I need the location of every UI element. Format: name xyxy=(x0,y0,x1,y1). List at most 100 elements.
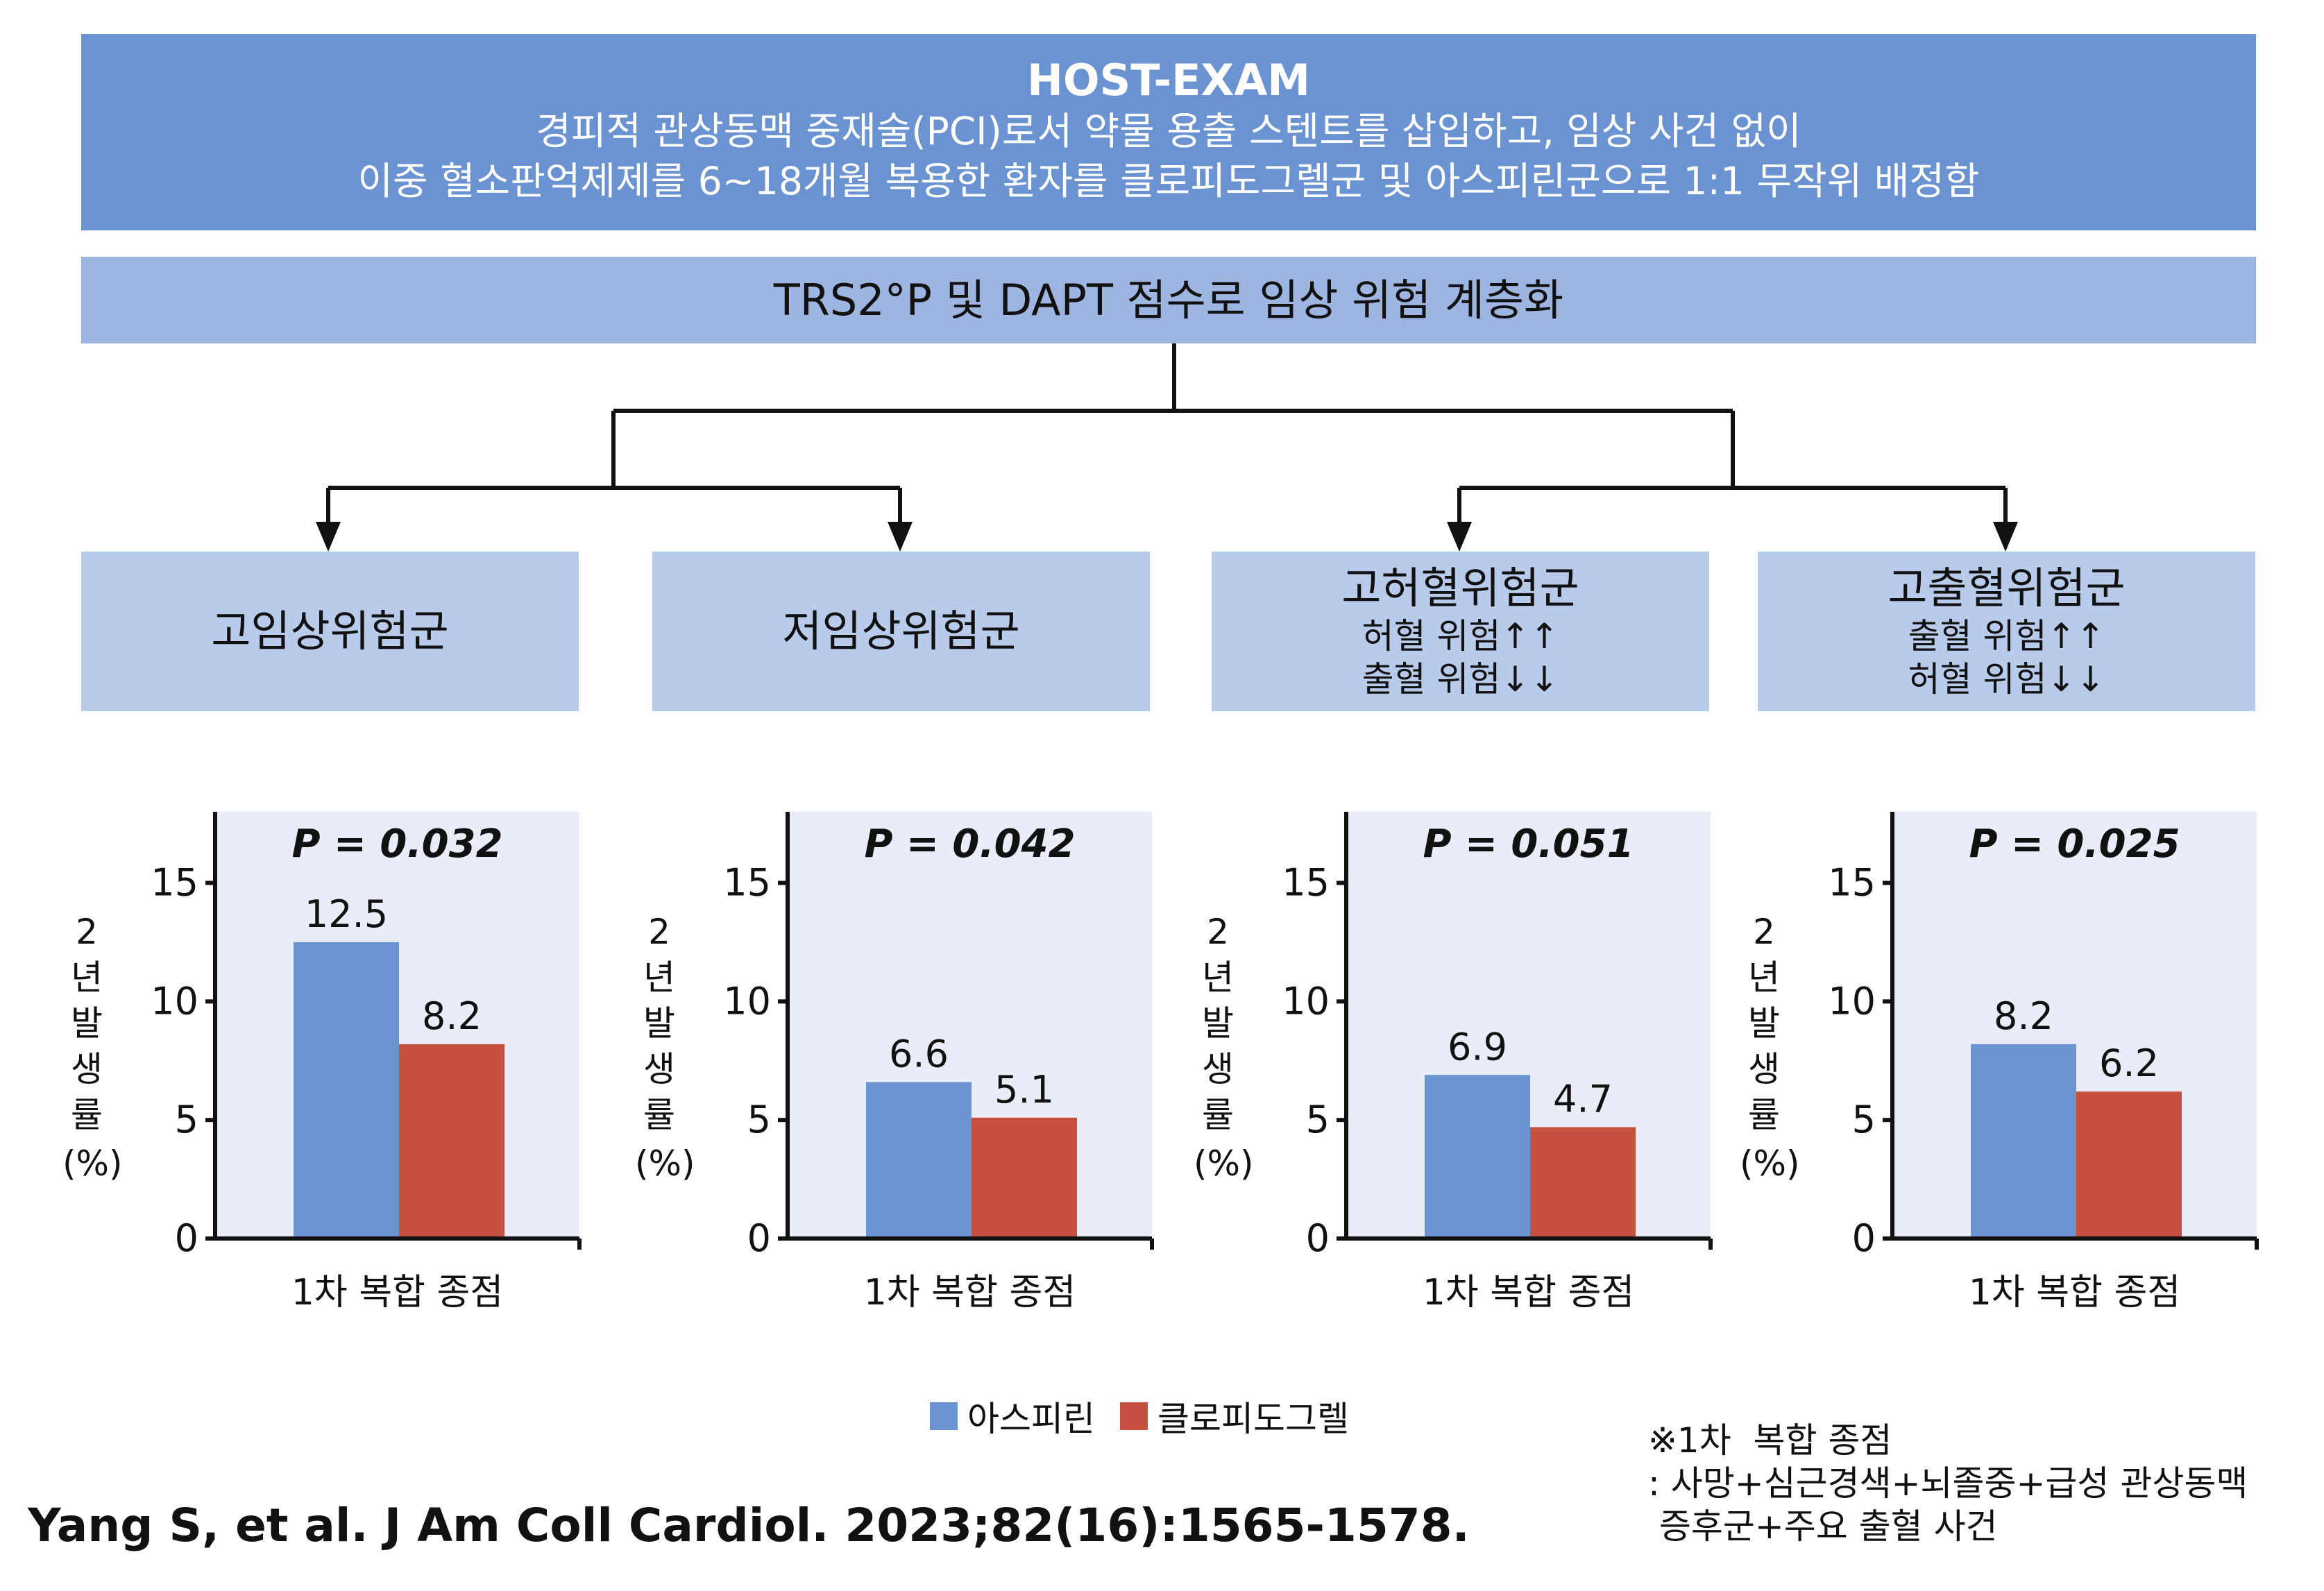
chart-legend: 아스피린 클로피도그렐 xyxy=(930,1391,1349,1441)
legend-label-clopidogrel: 클로피도그렐 xyxy=(1157,1399,1349,1439)
y-tick-label: 10 xyxy=(723,979,771,1023)
group-name: 고임상위험군 xyxy=(211,606,449,656)
bar-clopidogrel xyxy=(2076,1091,2182,1239)
bar-clopidogrel xyxy=(1530,1127,1636,1239)
data-label-aspirin: 8.2 xyxy=(1994,994,2053,1038)
y-axis-label-char: 생 xyxy=(71,1049,103,1089)
footnote-line-3: 증후군+주요 출혈 사건 xyxy=(1648,1506,1998,1547)
legend-label-aspirin: 아스피린 xyxy=(967,1399,1095,1439)
y-tick-label: 0 xyxy=(175,1216,198,1260)
y-axis-label-char: 발 xyxy=(71,1003,103,1044)
data-label-clopidogrel: 4.7 xyxy=(1553,1077,1613,1121)
group-subtitle-1: 허혈 위험↑↑ xyxy=(1362,616,1559,656)
legend-swatch-aspirin xyxy=(930,1402,958,1430)
y-axis-label-char: 2 xyxy=(648,912,670,952)
study-description-line-1: 경피적 관상동맥 중재술(PCI)로서 약물 용출 스텐트를 삽입하고, 임상 … xyxy=(536,109,1801,153)
bar-aspirin xyxy=(294,942,399,1239)
group-subtitle-2: 출혈 위험↓↓ xyxy=(1362,659,1559,699)
y-axis-label-char: 년 xyxy=(71,958,103,998)
group-subtitle-2: 허혈 위험↓↓ xyxy=(1908,659,2105,699)
y-tick-label: 0 xyxy=(1852,1216,1876,1260)
chart-plot-area: 6.6 5.1 0 5 10 15 P = 0.042 1차 복합 종점 xyxy=(723,812,1154,1313)
bar-aspirin xyxy=(866,1082,972,1239)
footnote-line-2: : 사망+심근경색+뇌졸중+급성 관상동맥 xyxy=(1648,1463,2248,1504)
bar-aspirin xyxy=(1425,1075,1530,1239)
p-value-title: P = 0.051 xyxy=(1423,822,1634,867)
data-label-clopidogrel: 8.2 xyxy=(422,994,482,1038)
x-category-label: 1차 복합 종점 xyxy=(291,1272,503,1313)
data-label-clopidogrel: 5.1 xyxy=(994,1068,1054,1112)
p-value-title: P = 0.025 xyxy=(1969,822,2180,867)
y-axis-label-char: 률 xyxy=(1748,1095,1780,1135)
arrow-to-group-4 xyxy=(1993,488,2018,552)
group-name: 고허혈위험군 xyxy=(1341,563,1579,613)
y-tick-label: 5 xyxy=(1306,1098,1330,1141)
y-axis-label-char: 년 xyxy=(643,958,675,998)
x-category-label: 1차 복합 종점 xyxy=(1423,1272,1634,1313)
bar-chart-high-ischemic-risk: 2 년 발 생 률 (%) 6.9 4.7 0 5 10 15 P = 0.051 1차 복합 종점 xyxy=(1194,798,1770,1339)
group-box-high-ischemic-risk: 고허혈위험군 허혈 위험↑↑ 출혈 위험↓↓ xyxy=(1212,552,1709,711)
arrow-to-group-1 xyxy=(316,488,341,552)
bar-chart-high-clinical-risk: 2 년 발 생 률 (%) 12.5 8.2 0 5 10 15 P = 0.032 1차 복합 종점 xyxy=(62,798,638,1339)
p-value-title: P = 0.032 xyxy=(291,822,502,867)
y-axis-label-char: 년 xyxy=(1202,958,1234,998)
footnote-line-1: ※1차 복합 종점 xyxy=(1648,1420,1892,1461)
data-label-aspirin: 12.5 xyxy=(305,892,388,936)
y-axis-label-char: 발 xyxy=(1748,1003,1780,1044)
study-header-box: HOST-EXAM 경피적 관상동맥 중재술(PCI)로서 약물 용출 스텐트를… xyxy=(81,34,2256,230)
data-label-aspirin: 6.9 xyxy=(1448,1025,1507,1069)
chart-plot-area: 12.5 8.2 0 5 10 15 P = 0.032 1차 복합 종점 xyxy=(151,812,582,1313)
y-tick-label: 15 xyxy=(1828,861,1876,905)
study-description-line-2: 이중 혈소판억제제를 6~18개월 복용한 환자를 클로피도그렐군 및 아스피린… xyxy=(357,159,1980,203)
group-name: 고출혈위험군 xyxy=(1888,563,2126,613)
flow-connector-lines xyxy=(316,343,2018,552)
y-tick-label: 15 xyxy=(151,861,198,905)
y-axis-label: 2 년 발 생 률 (%) xyxy=(1194,909,1254,1186)
arrow-to-group-2 xyxy=(888,488,913,552)
y-tick-label: 15 xyxy=(1282,861,1330,905)
data-label-aspirin: 6.6 xyxy=(889,1032,949,1076)
y-axis-label-char: 률 xyxy=(643,1095,675,1135)
group-subtitle-1: 출혈 위험↑↑ xyxy=(1908,616,2105,656)
group-box-low-clinical-risk: 저임상위험군 xyxy=(652,552,1150,711)
y-axis-label-char: 년 xyxy=(1748,958,1780,998)
bar-clopidogrel xyxy=(972,1117,1077,1239)
y-axis-label-char: 2 xyxy=(1753,912,1775,952)
y-tick-label: 10 xyxy=(1282,979,1330,1023)
x-category-label: 1차 복합 종점 xyxy=(864,1272,1076,1313)
y-axis-label-char: 률 xyxy=(1202,1095,1234,1135)
legend-swatch-clopidogrel xyxy=(1120,1402,1148,1430)
chart-plot-area: 8.2 6.2 0 5 10 15 P = 0.025 1차 복합 종점 xyxy=(1828,812,2259,1313)
endpoint-footnote: ※1차 복합 종점: 사망+심근경색+뇌졸중+급성 관상동맥 증후군+주요 출혈… xyxy=(1648,1419,2248,1548)
bar-chart-high-bleeding-risk: 2 년 발 생 률 (%) 8.2 6.2 0 5 10 15 P = 0.025 1차 복합 종점 xyxy=(1740,798,2316,1339)
arrow-to-group-3 xyxy=(1447,488,1472,552)
data-label-clopidogrel: 6.2 xyxy=(2099,1041,2159,1085)
y-axis-label-char: 발 xyxy=(643,1003,675,1044)
x-category-label: 1차 복합 종점 xyxy=(1969,1272,2180,1313)
bar-chart-low-clinical-risk: 2 년 발 생 률 (%) 6.6 5.1 0 5 10 15 P = 0.042 1차 복합 종점 xyxy=(635,798,1211,1339)
y-tick-label: 15 xyxy=(723,861,771,905)
group-box-high-bleeding-risk: 고출혈위험군 출혈 위험↑↑ 허혈 위험↓↓ xyxy=(1758,552,2255,711)
group-box-high-clinical-risk: 고임상위험군 xyxy=(81,552,579,711)
y-axis-label-char: 2 xyxy=(1207,912,1229,952)
y-tick-label: 0 xyxy=(747,1216,771,1260)
group-name: 저임상위험군 xyxy=(782,606,1020,656)
chart-plot-area: 6.9 4.7 0 5 10 15 P = 0.051 1차 복합 종점 xyxy=(1282,812,1713,1313)
y-axis-label-char: 생 xyxy=(1202,1049,1234,1089)
p-value-title: P = 0.042 xyxy=(864,822,1075,867)
y-axis-label-char: 2 xyxy=(76,912,98,952)
bar-clopidogrel xyxy=(399,1044,504,1239)
study-title: HOST-EXAM xyxy=(1027,55,1310,105)
y-axis-label-char: 생 xyxy=(643,1049,675,1089)
stratification-box: TRS2°P 및 DAPT 점수로 임상 위험 계층화 xyxy=(81,257,2256,343)
y-tick-label: 5 xyxy=(175,1098,198,1141)
y-axis-label-char: 률 xyxy=(71,1095,103,1135)
y-axis-label-char: 생 xyxy=(1748,1049,1780,1089)
y-tick-label: 10 xyxy=(1828,979,1876,1023)
citation: Yang S, et al. J Am Coll Cardiol. 2023;8… xyxy=(28,1499,1470,1552)
y-axis-label-char: 발 xyxy=(1202,1003,1234,1044)
y-axis-label: 2 년 발 생 률 (%) xyxy=(635,909,695,1186)
y-tick-label: 5 xyxy=(1852,1098,1876,1141)
y-tick-label: 5 xyxy=(747,1098,771,1141)
y-tick-label: 0 xyxy=(1306,1216,1330,1260)
